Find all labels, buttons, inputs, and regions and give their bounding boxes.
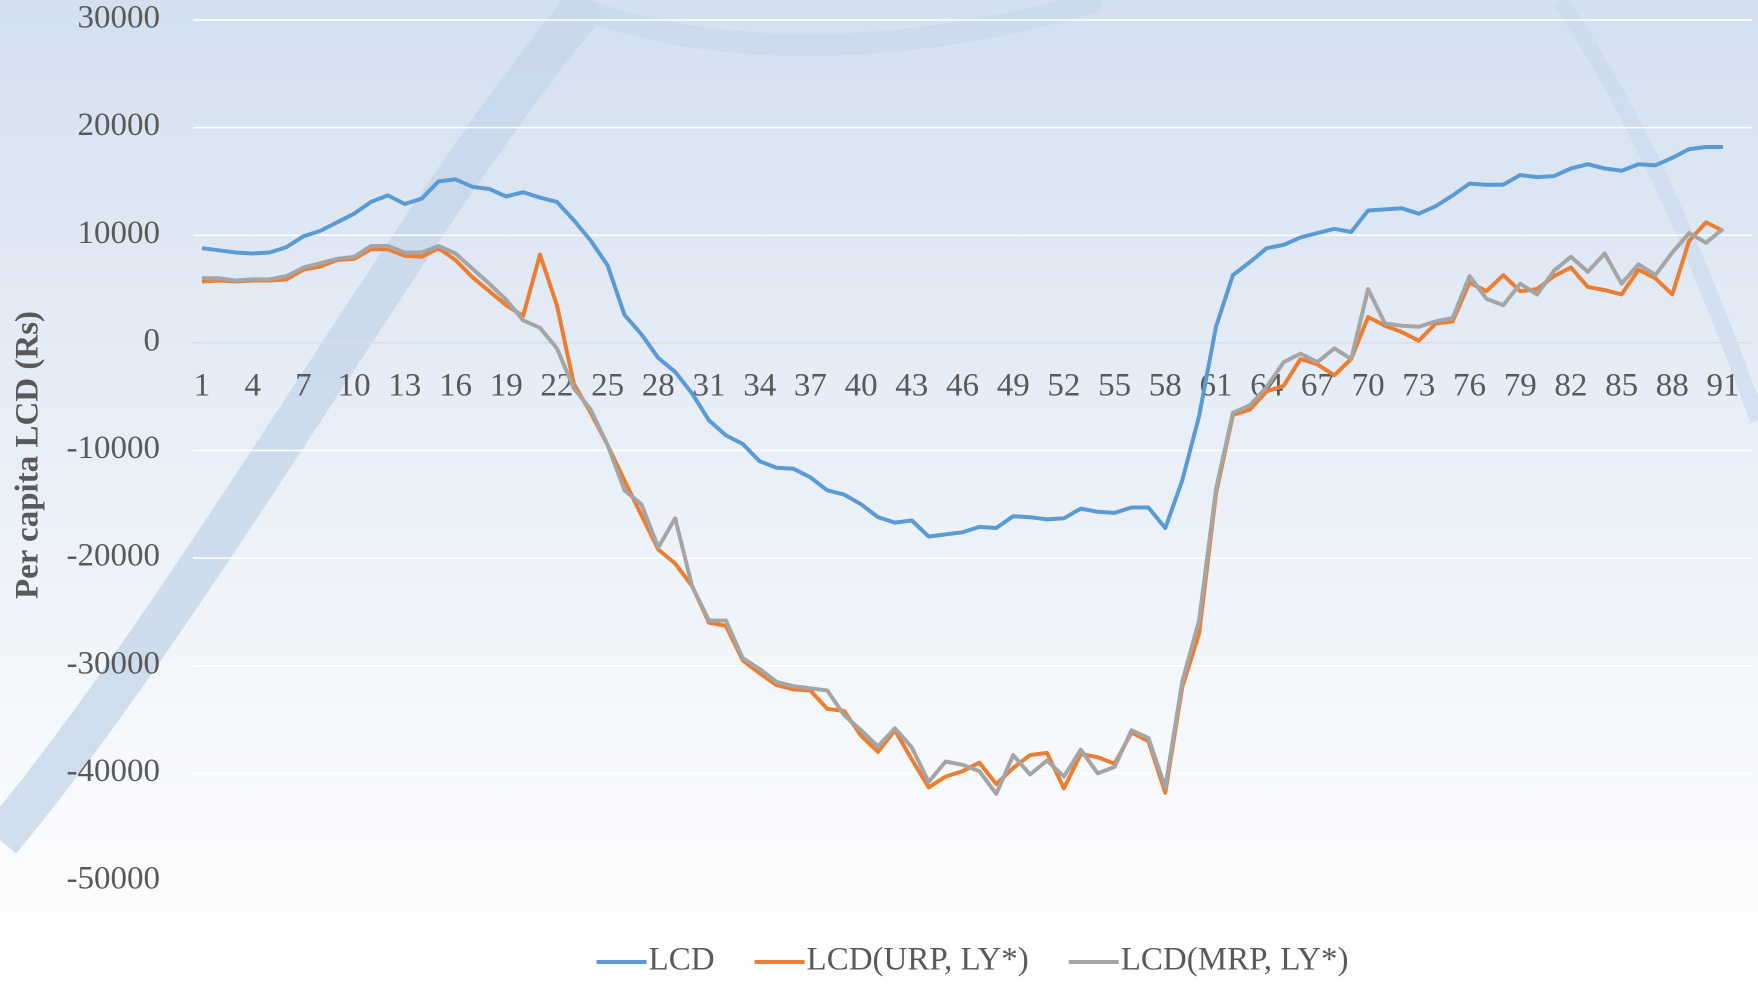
x-tick-label: 73 [1402, 367, 1435, 403]
y-tick-label: -50000 [67, 861, 161, 897]
x-tick-label: 13 [388, 367, 421, 403]
x-tick-label: 16 [439, 367, 472, 403]
decor-arc [1553, 0, 1758, 423]
x-tick-label: 55 [1098, 367, 1131, 403]
x-tick-label: 49 [997, 367, 1030, 403]
x-tick-label: 1 [194, 367, 211, 403]
x-tick-label: 10 [338, 367, 371, 403]
y-tick-label: -20000 [67, 538, 161, 574]
x-tick-label: 79 [1504, 367, 1537, 403]
y-tick-label: 20000 [78, 107, 161, 143]
y-tick-label: 0 [144, 322, 161, 358]
x-tick-label: 91 [1707, 367, 1740, 403]
x-tick-label: 85 [1605, 367, 1638, 403]
x-tick-label: 88 [1656, 367, 1689, 403]
y-tick-label: 30000 [78, 0, 161, 36]
x-tick-label: 34 [743, 367, 776, 403]
legend-label: LCD [649, 942, 715, 978]
x-tick-label: 4 [244, 367, 261, 403]
x-tick-label: 37 [794, 367, 827, 403]
x-tick-label: 31 [693, 367, 726, 403]
x-tick-label: 19 [490, 367, 523, 403]
x-tick-label: 25 [591, 367, 624, 403]
data-line [202, 227, 1725, 796]
x-tick-label: 52 [1047, 367, 1080, 403]
x-tick-label: 28 [642, 367, 675, 403]
data-line [201, 220, 1724, 795]
x-tick-label: 58 [1149, 367, 1182, 403]
y-tick-label: 10000 [78, 215, 161, 251]
y-tick-label: -10000 [67, 430, 161, 466]
data-line [201, 145, 1723, 539]
x-tick-label: 7 [295, 367, 312, 403]
x-tick-label: 82 [1554, 367, 1587, 403]
legend-label: LCD(MRP, LY*) [1121, 942, 1349, 978]
y-axis-title: Per capita LCD (Rs) [10, 311, 46, 599]
legend-label: LCD(URP, LY*) [807, 942, 1029, 978]
decor-arc [555, 0, 1104, 56]
x-tick-label: 76 [1453, 367, 1486, 403]
decor-arc [0, 0, 607, 854]
x-tick-label: 43 [895, 367, 928, 403]
y-tick-label: -30000 [67, 645, 161, 681]
x-tick-label: 40 [845, 367, 878, 403]
x-tick-label: 46 [946, 367, 979, 403]
y-tick-label: -40000 [67, 753, 161, 789]
x-tick-label: 70 [1352, 367, 1385, 403]
